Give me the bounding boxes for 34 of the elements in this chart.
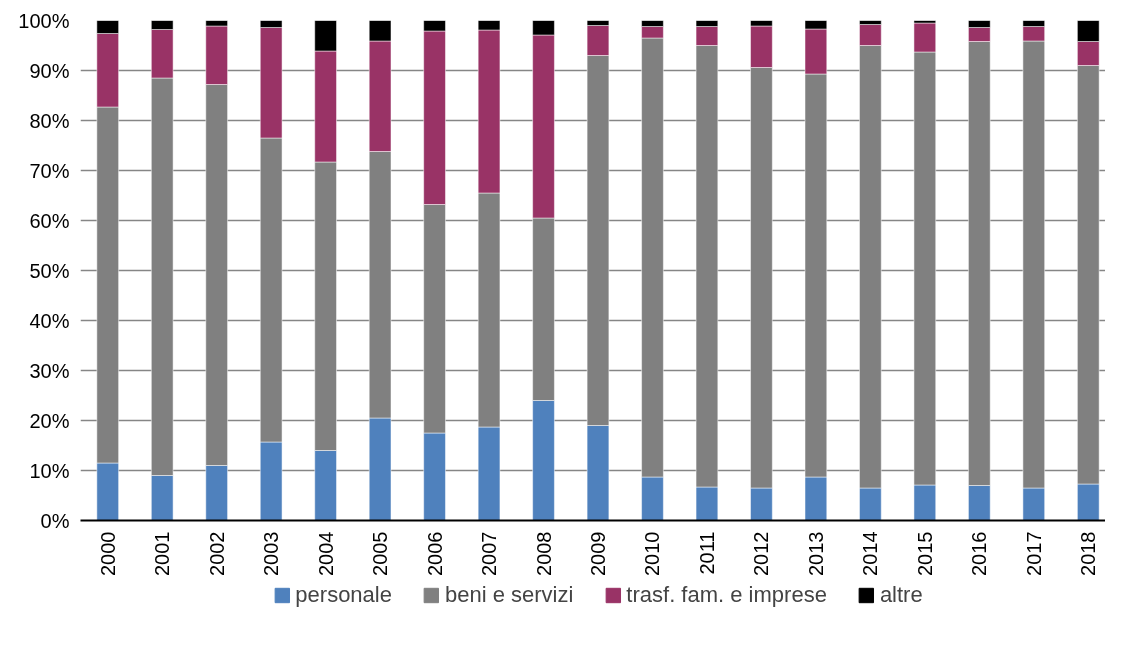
x-tick-label: 2008 <box>532 531 555 576</box>
x-tick-label: 2002 <box>205 531 228 576</box>
legend-label: altre <box>879 582 923 608</box>
x-tick-label: 2009 <box>587 531 609 576</box>
y-tick-label: 50% <box>29 259 70 282</box>
x-tick-label: 2003 <box>260 531 283 576</box>
x-tick-label: 2006 <box>423 531 446 576</box>
x-tick-label: 2010 <box>641 531 664 576</box>
x-tick-label: 2000 <box>96 531 119 576</box>
x-tick-label: 2015 <box>913 531 936 576</box>
y-tick-label: 90% <box>29 59 70 82</box>
x-tick-label: 2011 <box>695 531 718 575</box>
y-tick-label: 30% <box>29 359 70 382</box>
x-tick-label: 2016 <box>968 531 991 576</box>
x-tick-label: 2012 <box>750 531 773 576</box>
y-tick-label: 40% <box>29 309 70 332</box>
x-tick-label: 2007 <box>478 531 501 576</box>
x-tick-label: 2014 <box>859 531 882 576</box>
y-tick-label: 60% <box>29 209 70 232</box>
legend-label: trasf. fam. e imprese <box>626 582 827 608</box>
x-tick-label: 2017 <box>1022 531 1045 576</box>
x-tick-label: 2004 <box>314 531 337 576</box>
legend-label: personale <box>295 582 392 608</box>
y-tick-label: 0% <box>40 509 70 532</box>
x-tick-label: 2001 <box>151 531 174 576</box>
x-tick-label: 2013 <box>804 531 827 576</box>
y-tick-label: 70% <box>29 159 70 182</box>
legend-label: beni e servizi <box>444 582 574 608</box>
y-tick-label: 100% <box>18 9 70 32</box>
y-tick-label: 80% <box>29 109 70 132</box>
y-tick-label: 10% <box>29 459 70 482</box>
y-tick-label: 20% <box>29 409 70 432</box>
x-tick-label: 2018 <box>1077 531 1100 576</box>
x-tick-label: 2005 <box>369 531 392 576</box>
